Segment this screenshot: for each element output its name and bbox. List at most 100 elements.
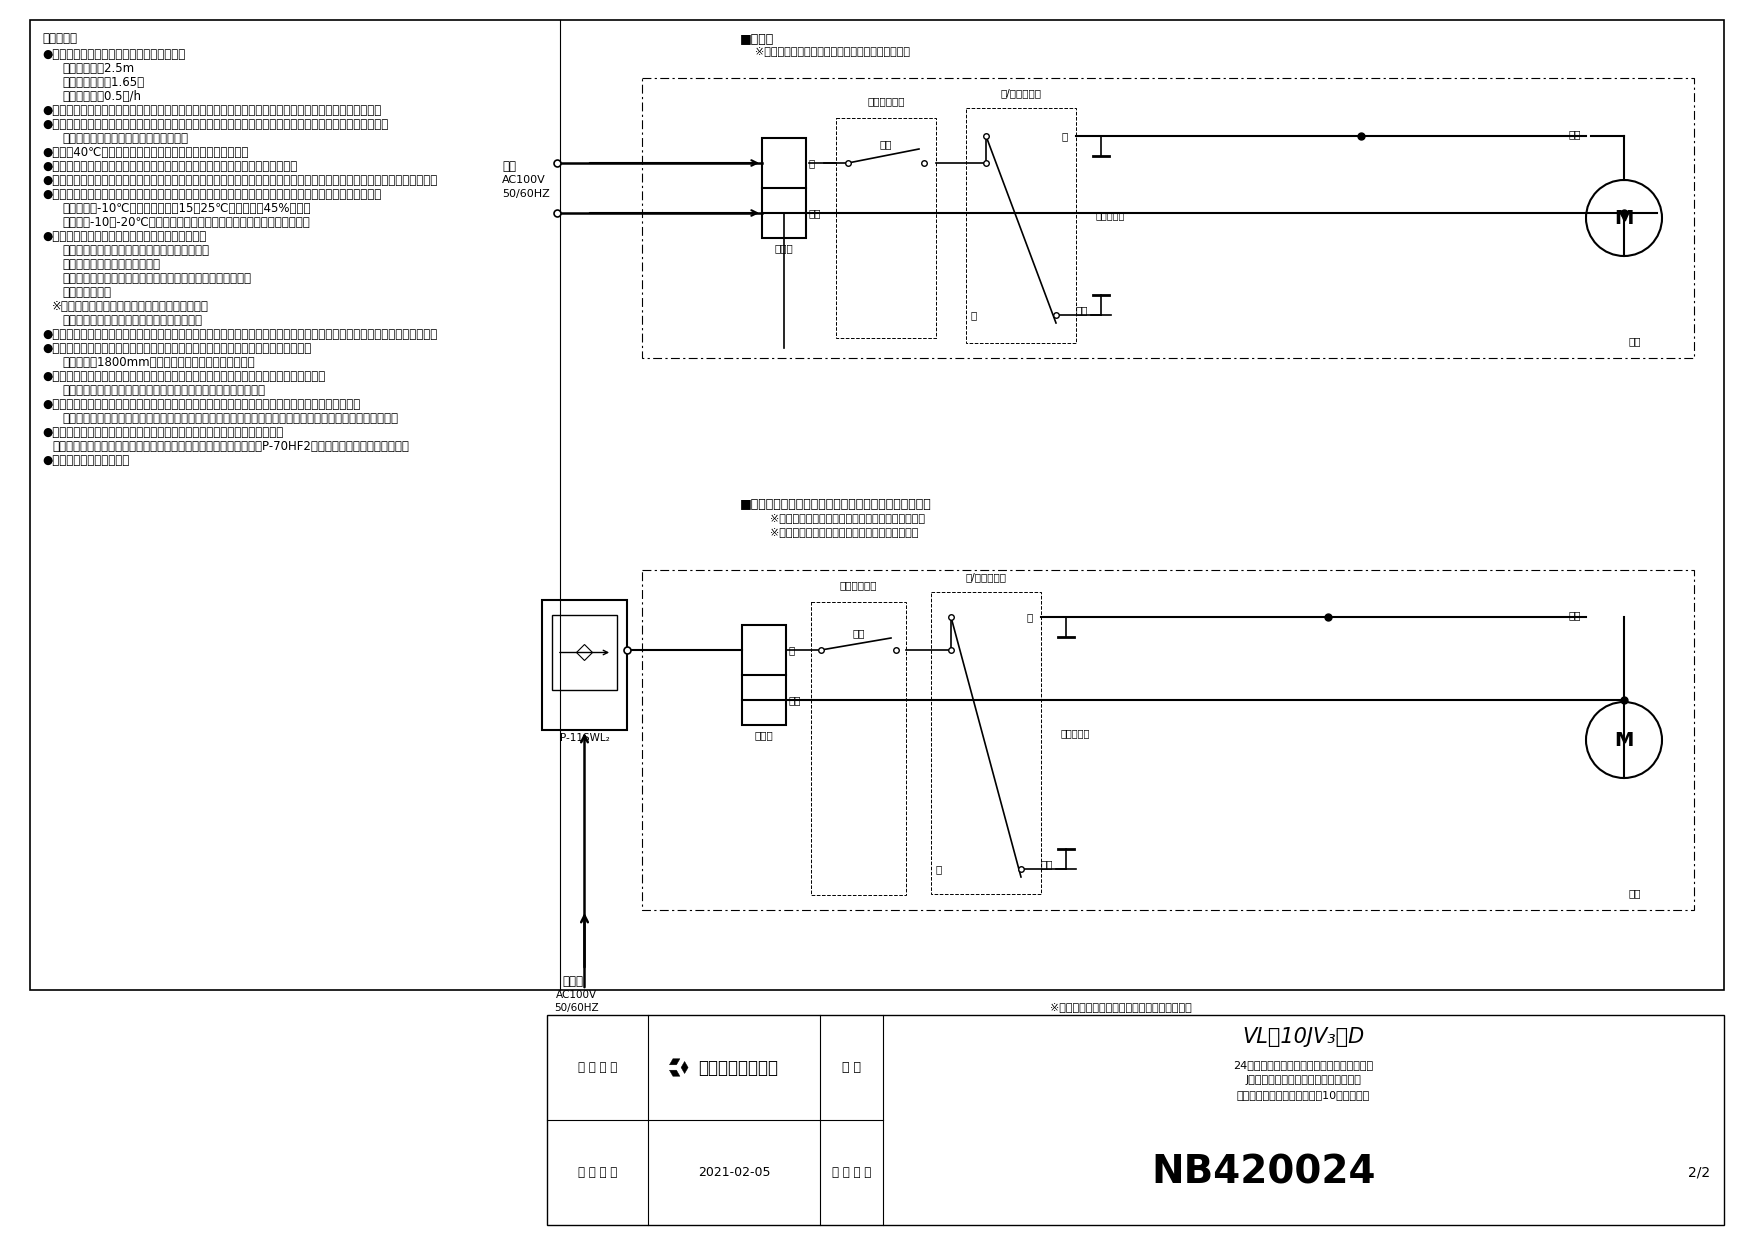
Text: ●タテ取付はできません。: ●タテ取付はできません。 xyxy=(42,454,130,467)
Text: ※仕様は場合により変更することがあります。: ※仕様は場合により変更することがあります。 xyxy=(1051,1002,1191,1012)
Text: ※強弱の切換は本体スイッチをご使用ください。: ※強弱の切換は本体スイッチをご使用ください。 xyxy=(770,527,919,537)
Text: 端子台: 端子台 xyxy=(754,730,774,740)
Text: ■入切操作を壁スイッチで行なう場合の結線図（参考）: ■入切操作を壁スイッチで行なう場合の結線図（参考） xyxy=(740,498,931,511)
Text: NB420024: NB420024 xyxy=(1151,1153,1375,1192)
Text: （ご注意）: （ご注意） xyxy=(42,32,77,45)
Polygon shape xyxy=(577,645,593,661)
Text: ●内蔵のフィルターがホコリなどで目詰まりしますので、掃除のしやすい場所に設置してください。: ●内蔵のフィルターがホコリなどで目詰まりしますので、掃除のしやすい場所に設置して… xyxy=(42,398,360,410)
Text: （内蔵のフィルターにて外気からのホコリなどを除去しますが、本体及び周辺が汚れることがあります。）: （内蔵のフィルターにて外気からのホコリなどを除去しますが、本体及び周辺が汚れるこ… xyxy=(61,412,398,425)
Text: アカ: アカ xyxy=(1629,888,1642,898)
Text: ●給気用フィルターは一部の小さな粒子や虫等が通過する場合があります。: ●給気用フィルターは一部の小さな粒子や虫等が通過する場合があります。 xyxy=(42,427,282,439)
Bar xyxy=(742,625,786,725)
Text: モモ: モモ xyxy=(852,627,865,639)
Text: 強/弱スイッチ: 強/弱スイッチ xyxy=(965,572,1007,582)
Text: アオ: アオ xyxy=(1040,859,1052,869)
Polygon shape xyxy=(670,1070,681,1076)
Bar xyxy=(30,20,1724,990)
Text: より捕集効率を高めるためには、別売の高性能除じんフィルター（P-70HF2）のご使用をおすすめします。: より捕集効率を高めるためには、別売の高性能除じんフィルター（P-70HF2）のご… xyxy=(53,440,409,453)
Text: 整 理 番 号: 整 理 番 号 xyxy=(831,1166,872,1179)
Text: ●台所など油煙の多い場所や有機溶剤がかかる場所には据付けないでください。: ●台所など油煙の多い場所や有機溶剤がかかる場所には据付けないでください。 xyxy=(42,160,296,174)
Text: 端子台: 端子台 xyxy=(775,243,793,253)
Bar xyxy=(542,600,626,730)
Text: ●耐湿構造ではありませんので浴室・洗面所等では使用しないでください。感電・故障の原因になります。: ●耐湿構造ではありませんので浴室・洗面所等では使用しないでください。感電・故障の… xyxy=(42,104,381,117)
Circle shape xyxy=(1586,180,1663,255)
Text: 第 三 角 法: 第 三 角 法 xyxy=(577,1061,617,1074)
Text: 電源スイッチ: 電源スイッチ xyxy=(866,95,905,105)
Bar xyxy=(642,570,1694,910)
Text: ●雨水・雪の直接かかる場所では水や雪が浸入することがありますので必ず指定のシステム部材と組合せてご使用ください。: ●雨水・雪の直接かかる場所では水や雪が浸入することがありますので必ず指定のシステ… xyxy=(42,174,437,187)
Text: （ボイラー・車などの排気ガスに注意）: （ボイラー・車などの排気ガスに注意） xyxy=(61,131,188,145)
Text: 室外温度-10～-20℃を目安に「寒いとき運転」モードで使用できます。: 室外温度-10～-20℃を目安に「寒いとき運転」モードで使用できます。 xyxy=(61,216,310,229)
Text: ※上記条件以外、運転を停止しないでください。: ※上記条件以外、運転を停止しないでください。 xyxy=(53,300,209,312)
Text: （壁掛１パイプ取付タイプ・10畳以下用）: （壁掛１パイプ取付タイプ・10畳以下用） xyxy=(1237,1090,1370,1100)
Bar xyxy=(547,1016,1724,1225)
Text: 強: 強 xyxy=(1026,613,1033,622)
Text: （就寝時に製品の運転音や冷風感を感じるおそれがあります。）: （就寝時に製品の運転音や冷風感を感じるおそれがあります。） xyxy=(61,384,265,397)
Bar xyxy=(966,108,1075,343)
Bar xyxy=(837,118,937,339)
Text: 形 名: 形 名 xyxy=(842,1061,861,1074)
Text: 弱: 弱 xyxy=(972,310,977,320)
Polygon shape xyxy=(670,1059,681,1065)
Text: コンデンサ: コンデンサ xyxy=(1096,211,1126,221)
Text: ●高温（40℃以上）になる場所には据付けないでください。: ●高温（40℃以上）になる場所には据付けないでください。 xyxy=(42,146,249,159)
Text: （床面より1800mm以上のメンテナンス可能な位置）: （床面より1800mm以上のメンテナンス可能な位置） xyxy=(61,356,254,370)
Text: アカ: アカ xyxy=(789,694,802,706)
Text: J－ファンロスナイミニ（寒冷地仕様）: J－ファンロスナイミニ（寒冷地仕様） xyxy=(1245,1075,1361,1085)
Text: ●下記のような場合は、運転を停止してください。: ●下記のような場合は、運転を停止してください。 xyxy=(42,229,207,243)
Text: ・天井高さ：2.5m: ・天井高さ：2.5m xyxy=(61,62,133,74)
Text: ・１畳床面積：1.65㎡: ・１畳床面積：1.65㎡ xyxy=(61,76,144,89)
Text: AC100V: AC100V xyxy=(502,175,545,185)
Text: 電　源: 電 源 xyxy=(561,975,582,988)
Text: アオ: アオ xyxy=(1075,305,1087,315)
Text: 50/60HZ: 50/60HZ xyxy=(554,1003,598,1013)
Text: M: M xyxy=(1614,208,1633,227)
Circle shape xyxy=(1586,702,1663,777)
Text: （給気とともに水、雪が浸入し、水垂れの原因になります）: （給気とともに水、雪が浸入し、水垂れの原因になります） xyxy=(61,272,251,285)
Text: 強: 強 xyxy=(1061,131,1068,141)
Text: ※太線部分の結線はお客様にて施工してください。: ※太線部分の結線はお客様にて施工してください。 xyxy=(754,46,910,56)
Text: ●ベッドの設置場所に配慮し、製品はベッドから離して設置することをおすすめします。: ●ベッドの設置場所に配慮し、製品はベッドから離して設置することをおすすめします。 xyxy=(42,370,324,383)
Text: ■結線図: ■結線図 xyxy=(740,33,774,46)
Text: アカ: アカ xyxy=(1629,336,1642,346)
Text: 電源: 電源 xyxy=(502,160,516,172)
Text: シロ: シロ xyxy=(1568,129,1580,139)
Text: 弱: 弱 xyxy=(937,864,942,874)
Text: 作 成 日 付: 作 成 日 付 xyxy=(577,1166,617,1179)
Text: ・換気回数：0.5回/h: ・換気回数：0.5回/h xyxy=(61,91,140,103)
Text: ●適用畳数設定は下記の数値に基づきます。: ●適用畳数設定は下記の数値に基づきます。 xyxy=(42,48,186,61)
Text: 強/弱スイッチ: 強/弱スイッチ xyxy=(1000,88,1042,98)
Text: アカ: アカ xyxy=(809,208,821,218)
Text: VL－10JV₃－D: VL－10JV₃－D xyxy=(1242,1027,1365,1047)
Text: 24時間同時給排気形換気扇＜熱交換タイプ＞: 24時間同時給排気形換気扇＜熱交換タイプ＞ xyxy=(1233,1060,1373,1070)
Polygon shape xyxy=(681,1061,688,1074)
Text: ※太線部分の結線はお客様にて施工してください。: ※太線部分の結線はお客様にて施工してください。 xyxy=(770,513,924,523)
Text: ・清掃・点検時: ・清掃・点検時 xyxy=(61,286,111,299)
Text: キ: キ xyxy=(809,157,816,167)
Text: 2021-02-05: 2021-02-05 xyxy=(698,1166,770,1179)
Text: 三菱電機株式会社: 三菱電機株式会社 xyxy=(698,1059,779,1076)
Bar xyxy=(931,591,1042,894)
Text: M: M xyxy=(1614,730,1633,749)
Text: ●この製品は高所据付用です。またメンテナンスができる位置に据付けてください。: ●この製品は高所据付用です。またメンテナンスができる位置に据付けてください。 xyxy=(42,342,310,355)
Text: シロ: シロ xyxy=(1568,610,1580,620)
Text: （一時停止後は、運転を再開してください）: （一時停止後は、運転を再開してください） xyxy=(61,314,202,327)
Text: 2/2: 2/2 xyxy=(1687,1166,1710,1179)
Bar xyxy=(642,78,1694,358)
Text: コンデンサ: コンデンサ xyxy=(1061,728,1091,738)
Text: ・霜の多いときや、粉雪のとき: ・霜の多いときや、粉雪のとき xyxy=(61,258,160,272)
Text: キ: キ xyxy=(789,645,795,655)
Text: ・外気温が低いときや、雪や風、雨の強いとき: ・外気温が低いときや、雪や風、雨の強いとき xyxy=(61,244,209,257)
Bar xyxy=(810,601,907,895)
Bar xyxy=(553,615,617,689)
Text: モモ: モモ xyxy=(881,139,893,149)
Bar xyxy=(761,138,807,238)
Text: ●室外側給気口は、新鮮な空気が取り入れられる位置に設けてください。室内が酸欠になることがあります。: ●室外側給気口は、新鮮な空気が取り入れられる位置に設けてください。室内が酸欠にな… xyxy=(42,118,388,131)
Text: 50/60HZ: 50/60HZ xyxy=(502,188,549,198)
Text: P-11SWL₂: P-11SWL₂ xyxy=(560,733,609,743)
Text: ●新築住宅で、建材などからの発湿量が多いと、パネル表面に水滴が付くことがありますので布などで拭き取ってください。: ●新築住宅で、建材などからの発湿量が多いと、パネル表面に水滴が付くことがあります… xyxy=(42,329,437,341)
Text: 電源スイッチ: 電源スイッチ xyxy=(840,580,877,590)
Text: （室外温度-10℃以下・室内温度15～25℃・室内湿度45%以上）: （室外温度-10℃以下・室内温度15～25℃・室内湿度45%以上） xyxy=(61,202,310,215)
Text: AC100V: AC100V xyxy=(556,990,596,999)
Text: ●下記環境下で長時間使用しますと、熱交換器が破損したり、本体から結露水が滴下することがあります。: ●下記環境下で長時間使用しますと、熱交換器が破損したり、本体から結露水が滴下する… xyxy=(42,188,381,201)
